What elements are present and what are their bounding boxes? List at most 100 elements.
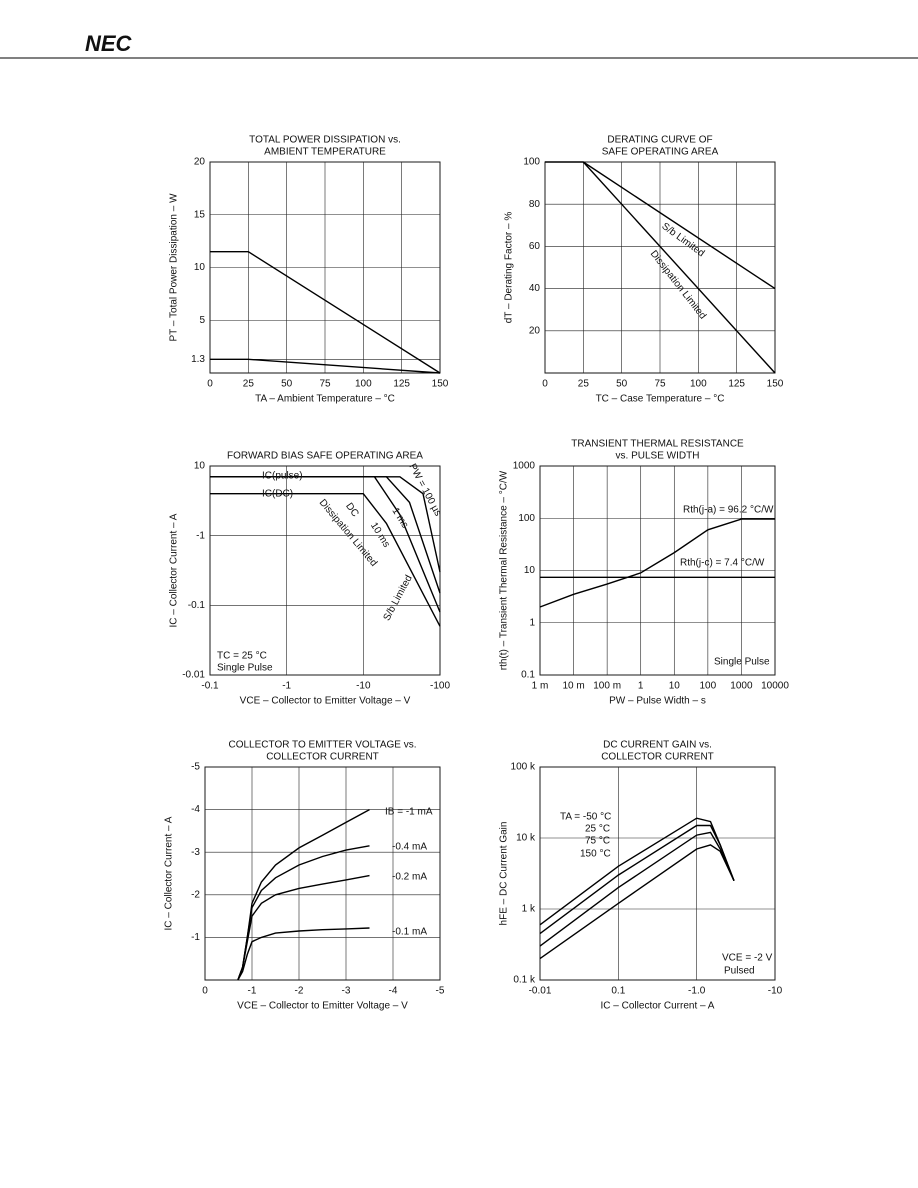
curve-label: 150 °C xyxy=(580,849,611,860)
y-tick-label: 100 xyxy=(518,513,535,524)
annotation: Rth(j-c) = 7.4 °C/W xyxy=(680,558,765,569)
x-tick-label: 10 xyxy=(669,681,681,692)
y-axis-label: IC – Collector Current – A xyxy=(164,816,175,930)
x-tick-label: 10000 xyxy=(761,681,789,692)
curve-label: 75 °C xyxy=(585,836,610,847)
y-tick-label: 10 k xyxy=(516,833,536,844)
curve-label: TA = -50 °C xyxy=(560,812,611,823)
x-tick-label: -1.0 xyxy=(688,986,706,997)
x-tick-label: 0 xyxy=(207,379,213,390)
x-tick-label: 25 xyxy=(243,379,255,390)
y-tick-label: 40 xyxy=(529,283,541,294)
x-tick-label: 1 m xyxy=(532,681,549,692)
x-tick-label: -10 xyxy=(356,681,371,692)
curve-label: IB = -1 mA xyxy=(385,807,433,818)
chart-title: DERATING CURVE OF xyxy=(607,135,712,146)
annotation: Single Pulse xyxy=(217,663,273,674)
y-tick-label: 10 xyxy=(194,461,206,472)
y-axis-label: IC – Collector Current – A xyxy=(169,513,180,627)
x-tick-label: -1 xyxy=(282,681,291,692)
x-tick-label: -10 xyxy=(768,986,783,997)
x-tick-label: -0.01 xyxy=(529,986,552,997)
curve-label: DC xyxy=(343,501,360,519)
y-tick-label: -5 xyxy=(191,762,200,773)
chart-title: COLLECTOR CURRENT xyxy=(601,752,714,763)
curve xyxy=(237,874,370,981)
y-tick-label: -0.01 xyxy=(182,670,205,681)
x-axis-label: VCE – Collector to Emitter Voltage – V xyxy=(240,696,411,707)
x-tick-label: 0 xyxy=(542,379,548,390)
y-tick-label: -0.1 xyxy=(188,600,206,611)
curve-label: 25 °C xyxy=(585,824,610,835)
curve xyxy=(237,845,370,981)
x-tick-label: 50 xyxy=(281,379,293,390)
y-tick-label: 60 xyxy=(529,241,541,252)
x-tick-label: 100 xyxy=(690,379,707,390)
x-tick-label: 125 xyxy=(728,379,745,390)
x-tick-label: -0.1 xyxy=(201,681,219,692)
y-tick-label: 15 xyxy=(194,209,206,220)
y-tick-label: 0.1 xyxy=(521,670,535,681)
x-tick-label: 1 xyxy=(638,681,644,692)
annotation: TC = 25 °C xyxy=(217,651,267,662)
x-tick-label: 75 xyxy=(319,379,331,390)
y-tick-label: 1 xyxy=(529,617,535,628)
x-tick-label: 0.1 xyxy=(611,986,625,997)
curve-label: -0.4 mA xyxy=(392,842,427,853)
x-tick-label: 150 xyxy=(432,379,449,390)
x-tick-label: 75 xyxy=(654,379,666,390)
y-tick-label: 10 xyxy=(524,565,536,576)
chart-title: TRANSIENT THERMAL RESISTANCE xyxy=(571,439,744,450)
x-tick-label: 0 xyxy=(202,986,208,997)
curve xyxy=(237,927,370,981)
y-tick-label: 80 xyxy=(529,199,541,210)
annotation: IC(DC) xyxy=(262,489,293,500)
y-tick-label: 1 k xyxy=(522,904,536,915)
x-axis-label: TC – Case Temperature – °C xyxy=(596,394,725,405)
curve xyxy=(210,358,441,374)
curve xyxy=(539,831,735,947)
chart-title: COLLECTOR TO EMITTER VOLTAGE vs. xyxy=(229,740,417,751)
y-tick-label: -3 xyxy=(191,847,200,858)
x-axis-label: VCE – Collector to Emitter Voltage – V xyxy=(237,1001,408,1012)
annotation: Single Pulse xyxy=(714,657,770,668)
curve-label: 1 ms xyxy=(389,506,410,530)
curve xyxy=(210,250,441,374)
y-tick-label: 5 xyxy=(199,315,205,326)
chart-title: vs. PULSE WIDTH xyxy=(616,451,700,462)
y-tick-label: 0.1 k xyxy=(513,975,536,986)
chart-title: DC CURRENT GAIN vs. xyxy=(603,740,712,751)
y-axis-label: dT – Derating Factor – % xyxy=(504,212,515,324)
curve xyxy=(539,824,735,935)
annotation: VCE = -2 V xyxy=(722,953,773,964)
y-tick-label: -2 xyxy=(191,889,200,900)
plot-frame xyxy=(539,766,776,981)
x-tick-label: 100 m xyxy=(593,681,621,692)
x-axis-label: IC – Collector Current – A xyxy=(601,1001,715,1012)
chart-title: TOTAL POWER DISSIPATION vs. xyxy=(249,135,401,146)
logo: NEC xyxy=(85,31,133,56)
curve-label: Dissipation Limited xyxy=(648,249,708,322)
curve xyxy=(210,493,441,627)
annotation: S/b Limited xyxy=(382,573,415,622)
x-axis-label: TA – Ambient Temperature – °C xyxy=(255,394,395,405)
x-tick-label: 10 m xyxy=(562,681,584,692)
curve-label: 10 ms xyxy=(368,521,392,550)
y-tick-label: 100 k xyxy=(511,762,536,773)
x-axis-label: PW – Pulse Width – s xyxy=(609,696,706,707)
chart-title: FORWARD BIAS SAFE OPERATING AREA xyxy=(227,451,423,462)
x-tick-label: 100 xyxy=(355,379,372,390)
annotation: Pulsed xyxy=(724,966,755,977)
chart-title: SAFE OPERATING AREA xyxy=(602,147,719,158)
annotation: Rth(j-a) = 96.2 °C/W xyxy=(683,505,774,516)
y-tick-label: -1 xyxy=(196,530,205,541)
x-tick-label: 100 xyxy=(700,681,717,692)
x-tick-label: -5 xyxy=(436,986,445,997)
curve-label: -0.2 mA xyxy=(392,872,427,883)
x-tick-label: -4 xyxy=(389,986,398,997)
y-tick-label: 1.3 xyxy=(191,354,205,365)
x-tick-label: 125 xyxy=(393,379,410,390)
x-tick-label: -3 xyxy=(342,986,351,997)
curve xyxy=(210,476,441,573)
